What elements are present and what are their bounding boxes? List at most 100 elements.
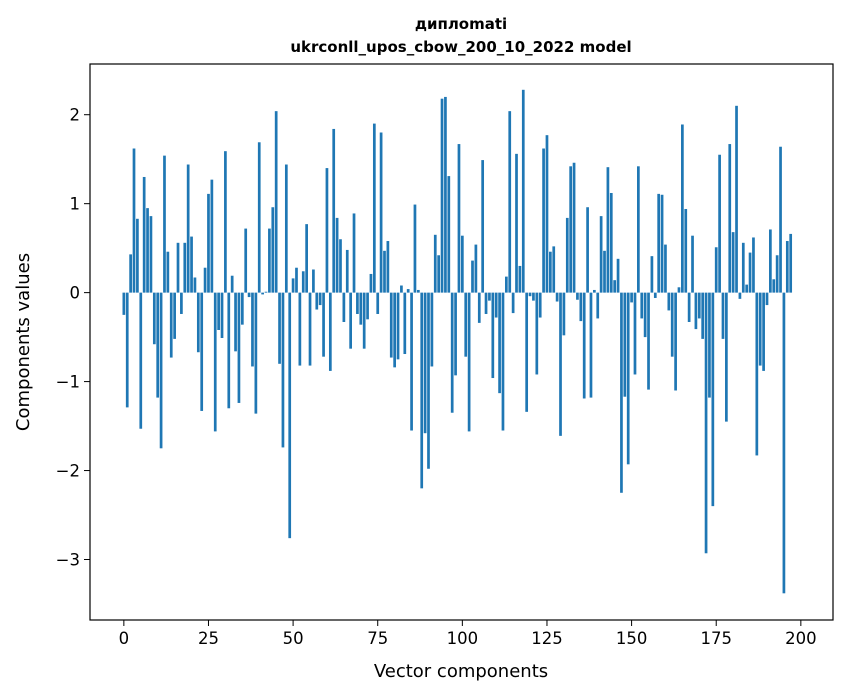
bar <box>261 292 264 295</box>
bar <box>477 292 481 323</box>
bar <box>559 292 562 436</box>
bar <box>484 292 488 314</box>
bar <box>389 292 393 358</box>
bar <box>684 209 688 293</box>
bar <box>718 154 721 293</box>
bar <box>400 285 403 293</box>
bar <box>369 273 373 293</box>
bar <box>579 292 583 322</box>
bar <box>217 292 220 330</box>
x-axis-ticks: 0 25 50 75 100 125 150 175 200 <box>119 620 817 648</box>
bar <box>586 207 589 293</box>
bar <box>237 292 241 403</box>
bar <box>193 277 197 293</box>
bar <box>599 216 603 293</box>
bar <box>379 132 383 293</box>
bar <box>301 271 305 293</box>
bar <box>670 292 674 357</box>
bar <box>328 292 332 371</box>
bar <box>230 275 234 293</box>
bar <box>501 292 505 431</box>
bar <box>227 292 231 409</box>
bar <box>254 292 258 414</box>
bar <box>782 292 786 594</box>
bar <box>714 247 718 293</box>
bar <box>460 235 464 293</box>
bar <box>186 164 190 293</box>
bar <box>779 146 782 293</box>
bar <box>325 168 329 293</box>
bar <box>308 292 312 366</box>
bar <box>122 292 126 315</box>
bar <box>342 292 346 322</box>
bar <box>660 194 664 293</box>
bar <box>356 292 359 314</box>
bar <box>488 292 491 301</box>
bar <box>146 208 149 293</box>
bar <box>125 292 129 408</box>
bar <box>535 292 539 375</box>
bar <box>163 155 166 293</box>
bar <box>775 255 779 293</box>
bar <box>444 96 447 293</box>
bar <box>159 292 163 449</box>
bar <box>298 292 302 366</box>
bar <box>725 292 728 422</box>
bar <box>376 292 380 314</box>
bar <box>667 292 671 311</box>
bar <box>220 292 224 338</box>
bar <box>664 244 667 293</box>
bar <box>596 292 600 319</box>
bar <box>169 292 173 358</box>
bar <box>437 255 441 293</box>
bar <box>315 292 319 310</box>
bar <box>312 269 315 293</box>
bar <box>281 292 285 448</box>
bar <box>345 249 349 293</box>
bar <box>633 292 637 375</box>
bar <box>366 292 369 320</box>
bar <box>674 292 677 391</box>
bar <box>210 179 214 293</box>
bar <box>542 148 545 293</box>
bar <box>565 217 569 293</box>
bar <box>183 242 187 293</box>
x-tick-label: 25 <box>198 629 219 648</box>
bar <box>305 224 308 293</box>
bar <box>772 279 776 293</box>
bar <box>552 246 556 293</box>
bar <box>515 153 518 293</box>
x-tick-label: 0 <box>119 629 130 648</box>
bar <box>576 292 579 300</box>
bar <box>196 292 200 353</box>
bar <box>758 292 762 366</box>
x-tick-label: 200 <box>785 629 817 648</box>
y-axis-ticks: −3 −2 −1 0 1 2 <box>56 106 90 570</box>
bar <box>427 292 430 469</box>
bar <box>650 256 654 293</box>
bar <box>416 289 420 293</box>
bar <box>224 151 227 293</box>
bar <box>173 292 176 339</box>
bar <box>549 251 552 293</box>
bar <box>785 241 789 293</box>
x-tick-label: 175 <box>700 629 732 648</box>
bar <box>474 244 478 293</box>
bar <box>393 292 396 368</box>
bar <box>691 235 694 293</box>
y-tick-label: 0 <box>70 284 81 303</box>
bar <box>247 292 251 298</box>
bar <box>562 292 566 336</box>
bar <box>721 292 725 339</box>
bar <box>268 228 271 293</box>
bar <box>433 234 437 293</box>
y-tick-label: 1 <box>70 195 81 214</box>
bar <box>640 292 644 319</box>
bar <box>704 292 708 554</box>
bar <box>498 292 501 394</box>
bar <box>545 135 549 293</box>
bar <box>616 258 620 293</box>
bar <box>741 242 745 293</box>
bar <box>447 176 451 293</box>
bar <box>508 111 512 293</box>
